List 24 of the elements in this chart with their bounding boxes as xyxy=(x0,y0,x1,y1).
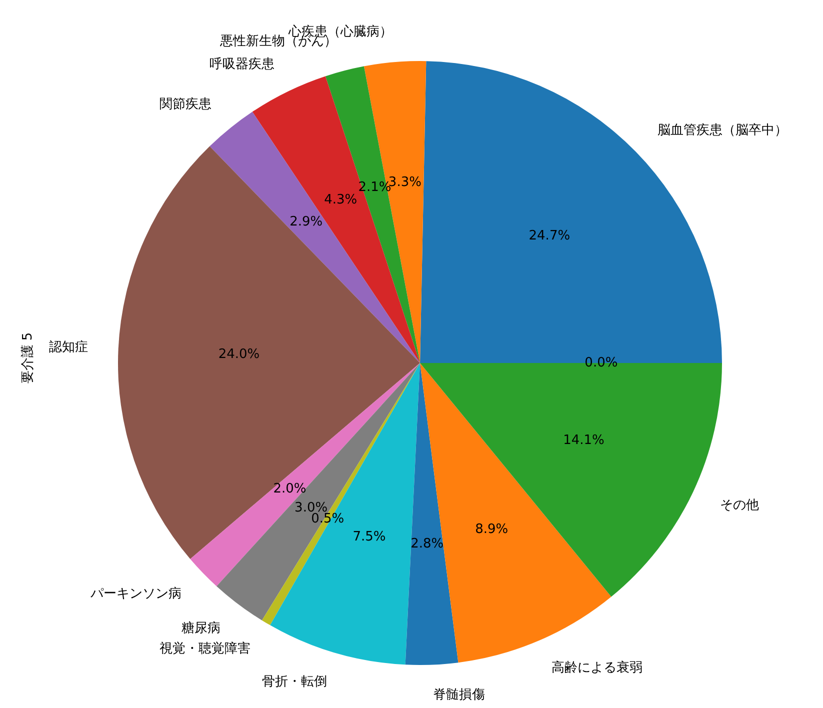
pie-slice xyxy=(325,66,420,363)
slice-label: 脳血管疾患（脳卒中） xyxy=(657,123,788,138)
slice-label: 視覚・聴覚障害 xyxy=(160,640,251,656)
slice-label: 関節疾患 xyxy=(159,97,212,112)
data-label: 14.1% xyxy=(563,433,604,448)
data-label: 7.5% xyxy=(352,529,386,544)
pie-slice xyxy=(405,363,458,665)
data-label: 24.7% xyxy=(528,228,570,244)
data-label: 2.0% xyxy=(273,482,306,496)
pie-slice xyxy=(210,112,420,363)
data-label: 2.8% xyxy=(410,536,444,552)
data-label: 8.9% xyxy=(475,522,508,537)
data-label: 2.9% xyxy=(290,214,323,230)
text: 要介護 5 xyxy=(20,332,36,384)
slice-label: その他 xyxy=(720,498,760,513)
slice-label: 高齢による衰弱 xyxy=(551,660,642,676)
data-label: 24.0% xyxy=(218,346,260,362)
slice-label: 呼吸器疾患 xyxy=(209,56,274,72)
slice-label: パーキンソン病 xyxy=(89,586,182,602)
slice-label: 糖尿病 xyxy=(181,620,220,636)
slice-label: 認知症 xyxy=(49,340,88,355)
slice-label: 骨折・転倒 xyxy=(262,674,327,690)
slice-label: 脊髄損傷 xyxy=(433,687,486,702)
data-label: 4.3% xyxy=(324,192,358,208)
